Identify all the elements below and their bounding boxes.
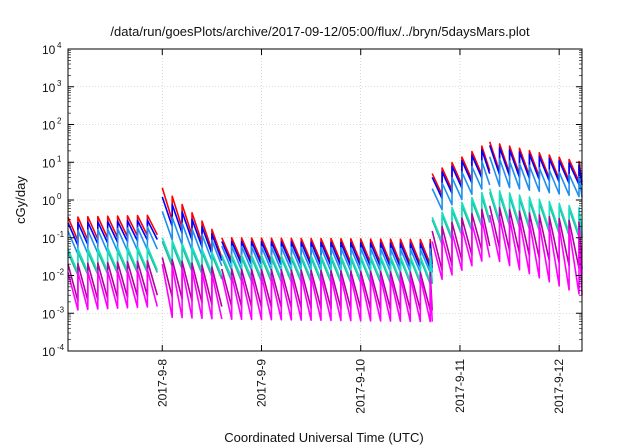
series-segment xyxy=(221,274,433,323)
x-axis-ticks: 2017-9-8 2017-9-9 2017-9-10 2017-9-11 2017-9… xyxy=(155,49,566,414)
y-tick-label-exponent: -2 xyxy=(57,268,65,277)
plot-frame xyxy=(67,48,583,352)
x-tick-label: 2017-9-8 xyxy=(155,359,169,407)
y-axis-label: cGy/day xyxy=(13,176,28,224)
x-tick-label: 2017-9-12 xyxy=(552,359,566,414)
y-tick-label-exponent: 0 xyxy=(57,192,62,201)
series-segment xyxy=(488,214,583,296)
y-tick-label: 10 xyxy=(42,270,56,284)
grid xyxy=(68,48,582,352)
y-tick-label: 10 xyxy=(42,307,56,321)
series-segment xyxy=(67,219,159,247)
y-tick-label-exponent: -1 xyxy=(57,230,65,239)
y-tick-label: 10 xyxy=(42,43,56,57)
series-layer xyxy=(67,141,583,323)
y-tick-label-exponent: 4 xyxy=(57,41,62,50)
chart-title: /data/run/goesPlots/archive/2017-09-12/0… xyxy=(110,24,530,39)
series-segment xyxy=(431,160,491,211)
y-tick-label: 10 xyxy=(42,232,56,246)
series-segment xyxy=(67,226,159,256)
series-line xyxy=(67,156,583,274)
series-segment xyxy=(67,214,159,242)
series-segment xyxy=(67,260,159,302)
series-segment xyxy=(161,263,223,320)
y-tick-label: 10 xyxy=(42,119,56,133)
x-tick-label: 2017-9-10 xyxy=(354,359,368,414)
y-tick-label-exponent: 1 xyxy=(57,154,62,163)
y-tick-label: 10 xyxy=(42,194,56,208)
series-segment xyxy=(67,245,159,274)
series-segment xyxy=(67,248,159,277)
series-segment xyxy=(488,156,583,198)
y-tick-label-exponent: -3 xyxy=(57,305,65,314)
series-segment xyxy=(488,141,583,183)
y-tick-label: 10 xyxy=(42,345,56,359)
y-tick-label-exponent: 3 xyxy=(57,79,62,88)
y-tick-label-exponent: -4 xyxy=(57,343,65,352)
y-tick-label: 10 xyxy=(42,156,56,170)
x-tick-label: 2017-9-11 xyxy=(453,359,467,413)
x-axis-label: Coordinated Universal Time (UTC) xyxy=(224,430,423,445)
series-segment xyxy=(67,268,159,311)
x-tick-label: 2017-9-9 xyxy=(254,359,268,407)
series-segment xyxy=(431,217,491,281)
y-tick-label: 10 xyxy=(42,81,56,95)
y-tick-label-exponent: 2 xyxy=(57,117,62,126)
series-line xyxy=(67,214,583,323)
